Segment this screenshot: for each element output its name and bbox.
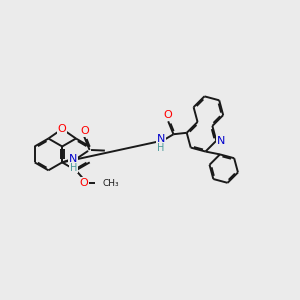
Text: O: O <box>80 126 88 136</box>
Text: N: N <box>217 136 225 146</box>
Text: O: O <box>80 178 88 188</box>
Text: O: O <box>58 124 67 134</box>
Text: H: H <box>70 163 77 173</box>
Text: N: N <box>69 154 78 164</box>
Text: O: O <box>164 110 172 120</box>
Text: CH₃: CH₃ <box>102 178 119 188</box>
Text: N: N <box>157 134 165 144</box>
Text: H: H <box>158 142 165 152</box>
